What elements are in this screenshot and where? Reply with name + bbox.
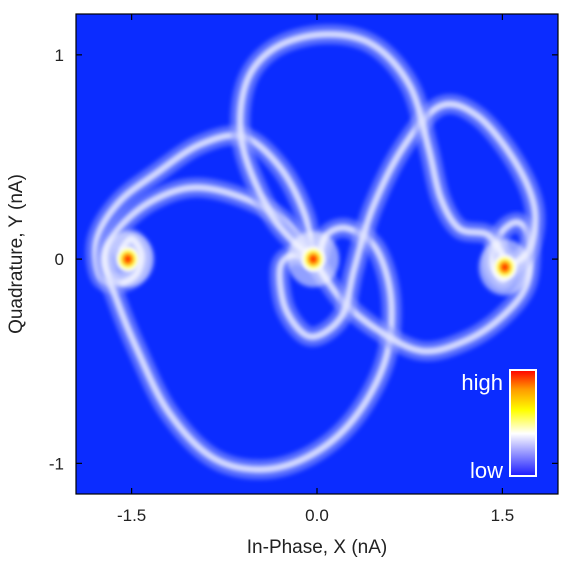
y-tick-label: 1 [55,46,64,65]
peak-layer [101,231,531,296]
trajectory-4-core [276,100,539,341]
y-axis-label: Quadrature, Y (nA) [6,174,27,334]
colorbar-high-label: high [461,370,503,395]
peak-3 [491,253,518,282]
trajectory-2-core [100,184,396,474]
colorbar-gradient [509,369,537,477]
x-axis-label: In-Phase, X (nA) [247,537,387,558]
y-tick-label: -1 [49,454,64,473]
peak-2 [300,245,327,274]
x-axis-ticks: -1.5 0.0 1.5 [117,14,514,525]
colorbar: high low [461,369,537,483]
peak-1 [114,245,141,274]
y-tick-label: 0 [55,250,64,269]
x-tick-label: 1.5 [491,506,515,525]
x-tick-label: 0.0 [305,506,329,525]
y-axis-ticks: 1 0 -1 [49,46,558,473]
colorbar-low-label: low [470,458,503,483]
trajectory-layer [85,24,546,480]
x-tick-label: -1.5 [117,506,146,525]
trajectory-5-core [236,30,506,263]
